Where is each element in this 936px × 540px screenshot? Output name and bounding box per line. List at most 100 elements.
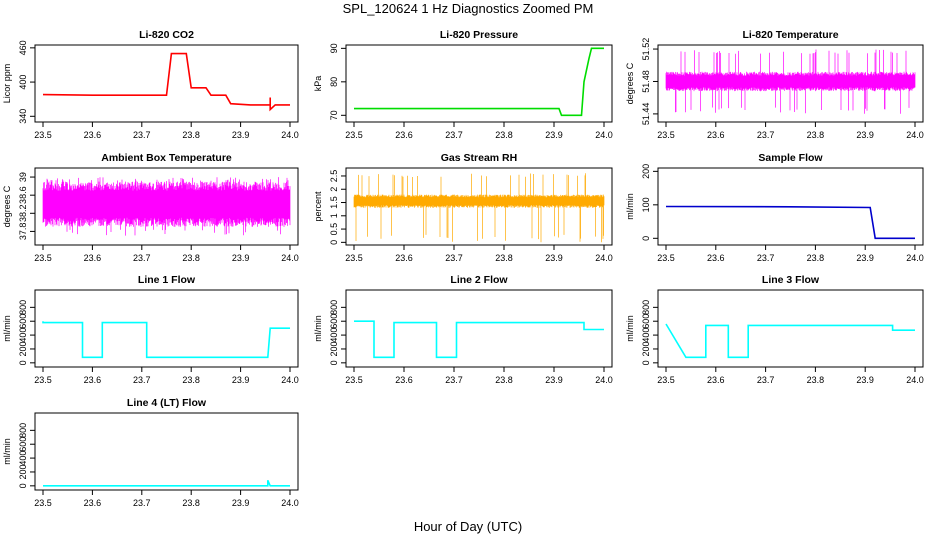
x-tick-label: 23.7: [757, 130, 775, 140]
y-tick-label: 460: [18, 40, 28, 55]
x-tick-label: 23.8: [182, 253, 200, 263]
x-tick-label: 23.7: [757, 253, 775, 263]
panel-title: Ambient Box Temperature: [101, 152, 232, 164]
x-tick-label: 23.8: [182, 130, 200, 140]
panel-6: Sample Flow ml/min 23.5 23.6 23.7 23.8 23.9 24.…: [625, 152, 924, 263]
y-tick-label: 37.8: [18, 223, 28, 241]
y-tick-label: 2.5: [329, 170, 339, 183]
panel-title: Line 1 Flow: [138, 274, 196, 286]
y-tick-label: 400: [18, 451, 28, 466]
x-tick-label: 23.9: [545, 130, 563, 140]
x-tick-label: 23.7: [445, 375, 463, 385]
y-tick-label: 200: [641, 341, 651, 356]
y-tick-label: 0.5: [329, 223, 339, 236]
x-tick-label: 23.8: [807, 375, 825, 385]
y-tick-label: 0: [18, 360, 28, 365]
series-line: [354, 320, 604, 359]
plot-frame: [34, 167, 299, 246]
y-axis-label: ml/min: [2, 315, 12, 342]
y-tick-label: 0: [329, 240, 339, 245]
y-axis-label: Licor ppm: [2, 64, 12, 104]
x-tick-label: 23.7: [757, 375, 775, 385]
panel-4: Ambient Box Temperature degrees C 23.5 23.6…: [2, 152, 299, 263]
series-line: [43, 479, 290, 487]
data-layer: [354, 47, 604, 117]
y-tick-label: 340: [18, 109, 28, 124]
x-tick-label: 24.0: [906, 253, 924, 263]
y-tick-label: 100: [641, 197, 651, 212]
panel-title: Sample Flow: [758, 152, 823, 164]
y-tick-label: 0: [18, 483, 28, 488]
x-tick-label: 23.6: [395, 253, 413, 263]
panel-2: Li-820 Pressure kPa 23.5 23.6 23.7 23.8 23.9 24…: [313, 29, 613, 140]
y-tick-label: 400: [18, 328, 28, 343]
y-tick-label: 51.48: [641, 70, 651, 93]
x-tick-label: 23.7: [133, 498, 151, 508]
y-tick-label: 800: [18, 300, 28, 315]
y-tick-label: 90: [329, 43, 339, 53]
y-tick-label: 0: [329, 360, 339, 365]
x-tick-label: 23.9: [856, 375, 874, 385]
x-tick-label: 24.0: [906, 130, 924, 140]
y-tick-label: 1: [329, 213, 339, 218]
y-tick-label: 0: [641, 360, 651, 365]
panel-title: Line 3 Flow: [762, 274, 820, 286]
x-tick-label: 23.8: [807, 130, 825, 140]
panel-3: Li-820 Temperature degrees C 23.5 23.6 23.7 2…: [625, 29, 924, 140]
x-tick-label: 23.6: [395, 375, 413, 385]
plot-frame: [657, 167, 924, 246]
data-layer: [42, 52, 290, 112]
noise-band: [42, 177, 291, 236]
y-tick-label: 51.44: [641, 103, 651, 126]
x-tick-label: 24.0: [595, 253, 613, 263]
y-axis-label: ml/min: [313, 315, 323, 342]
data-layer: [42, 321, 290, 359]
panel-title: Line 2 Flow: [450, 274, 508, 286]
y-tick-label: 38.2: [18, 205, 28, 223]
x-tick-label: 23.7: [133, 130, 151, 140]
y-tick-label: 600: [641, 314, 651, 329]
x-tick-label: 23.9: [545, 253, 563, 263]
plot-frame: [657, 289, 924, 368]
plot-frame: [345, 289, 613, 368]
panel-grid: Li-820 CO2 Licor ppm 23.5 23.6 23.7 23.8 23.9 2…: [2, 29, 924, 508]
x-tick-label: 23.7: [445, 130, 463, 140]
panel-title: Li-820 Pressure: [440, 29, 518, 41]
plot-frame: [657, 44, 924, 123]
y-tick-label: 800: [329, 300, 339, 315]
y-tick-label: 600: [329, 314, 339, 329]
x-tick-label: 23.9: [232, 498, 250, 508]
x-tick-label: 23.9: [232, 130, 250, 140]
noise-band: [665, 49, 916, 114]
panel-title: Li-820 CO2: [139, 29, 194, 41]
data-layer: [42, 177, 291, 236]
data-layer: [354, 320, 604, 359]
x-tick-label: 23.6: [84, 498, 102, 508]
y-tick-label: 70: [329, 110, 339, 120]
x-tick-label: 24.0: [281, 253, 299, 263]
y-tick-label: 200: [641, 164, 651, 179]
y-tick-label: 1.5: [329, 196, 339, 209]
x-tick-label: 23.8: [495, 130, 513, 140]
y-axis-label: percent: [313, 191, 323, 222]
plot-frame: [34, 289, 299, 368]
plot-frame: [345, 167, 613, 246]
x-tick-label: 24.0: [281, 375, 299, 385]
panel-title: Gas Stream RH: [441, 152, 517, 164]
x-tick-label: 23.5: [657, 375, 675, 385]
x-tick-label: 23.6: [707, 253, 725, 263]
data-layer: [665, 49, 916, 114]
y-tick-label: 800: [18, 423, 28, 438]
series-line: [42, 52, 290, 112]
y-tick-label: 600: [18, 314, 28, 329]
y-tick-label: 200: [18, 464, 28, 479]
y-tick-label: 600: [18, 437, 28, 452]
x-tick-label: 23.5: [34, 253, 52, 263]
y-tick-label: 51.52: [641, 38, 651, 61]
x-tick-label: 23.8: [495, 253, 513, 263]
x-tick-label: 24.0: [595, 130, 613, 140]
y-axis-label: ml/min: [625, 193, 635, 220]
figure-title: SPL_120624 1 Hz Diagnostics Zoomed PM: [343, 1, 594, 16]
plot-frame: [345, 44, 613, 123]
x-tick-label: 23.5: [345, 253, 363, 263]
